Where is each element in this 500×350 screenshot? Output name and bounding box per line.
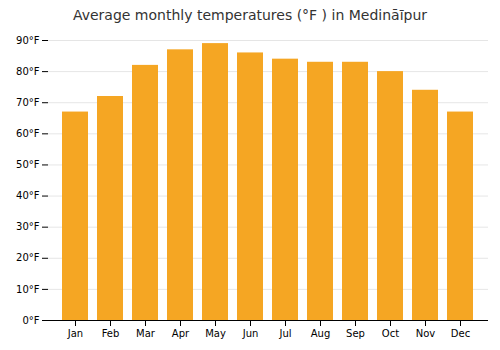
svg-text:Jul: Jul: [278, 328, 291, 339]
svg-text:80°F: 80°F: [16, 66, 40, 77]
svg-text:Dec: Dec: [451, 328, 470, 339]
svg-text:Apr: Apr: [172, 328, 190, 339]
svg-text:40°F: 40°F: [16, 190, 40, 201]
svg-text:May: May: [205, 328, 226, 339]
svg-text:70°F: 70°F: [16, 97, 40, 108]
svg-text:90°F: 90°F: [16, 35, 40, 46]
svg-text:Jun: Jun: [242, 328, 259, 339]
svg-text:Nov: Nov: [416, 328, 436, 339]
svg-text:Oct: Oct: [382, 328, 399, 339]
svg-text:Feb: Feb: [102, 328, 120, 339]
svg-text:Aug: Aug: [311, 328, 331, 339]
svg-text:60°F: 60°F: [16, 128, 40, 139]
svg-text:0°F: 0°F: [22, 315, 39, 326]
svg-text:Jan: Jan: [67, 328, 83, 339]
svg-text:Mar: Mar: [136, 328, 156, 339]
svg-text:20°F: 20°F: [16, 252, 40, 263]
svg-text:50°F: 50°F: [16, 159, 40, 170]
svg-text:30°F: 30°F: [16, 221, 40, 232]
html-text:Average monthly temperatures (: Average monthly temperatures (°F ) in Me…: [72, 7, 428, 23]
svg-text:10°F: 10°F: [16, 284, 40, 295]
svg-text:Sep: Sep: [346, 328, 365, 339]
